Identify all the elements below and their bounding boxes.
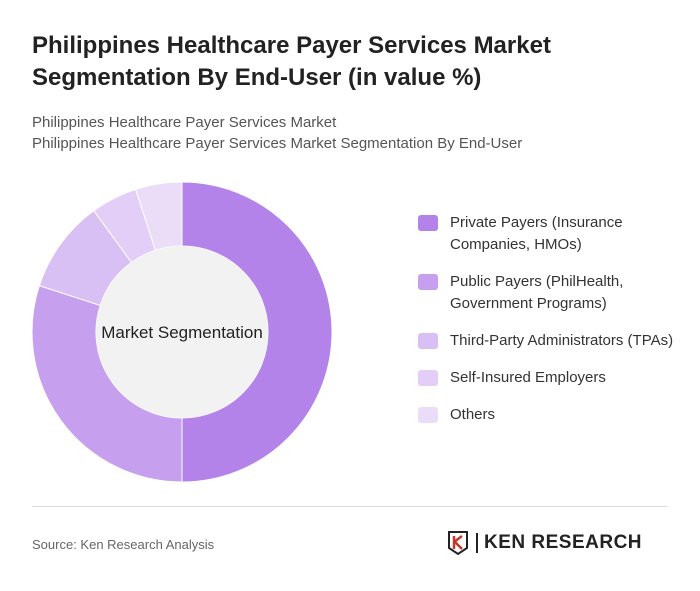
chart-title: Philippines Healthcare Payer Services Ma…	[32, 32, 551, 91]
divider	[32, 506, 668, 507]
legend-swatch	[418, 274, 438, 290]
legend-item[interactable]: Public Payers (PhilHealth, Government Pr…	[418, 271, 678, 315]
subtitle-1: Philippines Healthcare Payer Services Ma…	[32, 114, 337, 131]
legend-swatch	[418, 333, 438, 349]
legend-swatch	[418, 407, 438, 423]
legend-swatch	[418, 370, 438, 386]
legend-label: Third-Party Administrators (TPAs)	[450, 332, 674, 349]
donut-chart: Market Segmentation	[31, 181, 333, 483]
legend-label: Private Payers (Insurance Companies, HMO…	[450, 214, 623, 253]
source-note: Source: Ken Research Analysis	[32, 537, 215, 552]
legend-item[interactable]: Self-Insured Employers	[418, 367, 678, 389]
donut-hole	[96, 246, 268, 418]
legend-label: Self-Insured Employers	[450, 369, 606, 386]
legend-label: Others	[450, 406, 496, 423]
legend-label: Public Payers (PhilHealth, Government Pr…	[450, 273, 624, 312]
subtitle-2: Philippines Healthcare Payer Services Ma…	[32, 135, 523, 152]
ken-research-logo: KEN RESEARCH	[448, 531, 642, 555]
legend-item[interactable]: Third-Party Administrators (TPAs)	[418, 330, 678, 352]
legend-item[interactable]: Others	[418, 404, 678, 426]
legend: Private Payers (Insurance Companies, HMO…	[418, 212, 678, 441]
logo-text: KEN RESEARCH	[476, 533, 642, 553]
logo-shield-icon	[448, 531, 468, 555]
legend-item[interactable]: Private Payers (Insurance Companies, HMO…	[418, 212, 678, 256]
center-label: Market Segmentation	[101, 323, 263, 342]
legend-swatch	[418, 215, 438, 231]
